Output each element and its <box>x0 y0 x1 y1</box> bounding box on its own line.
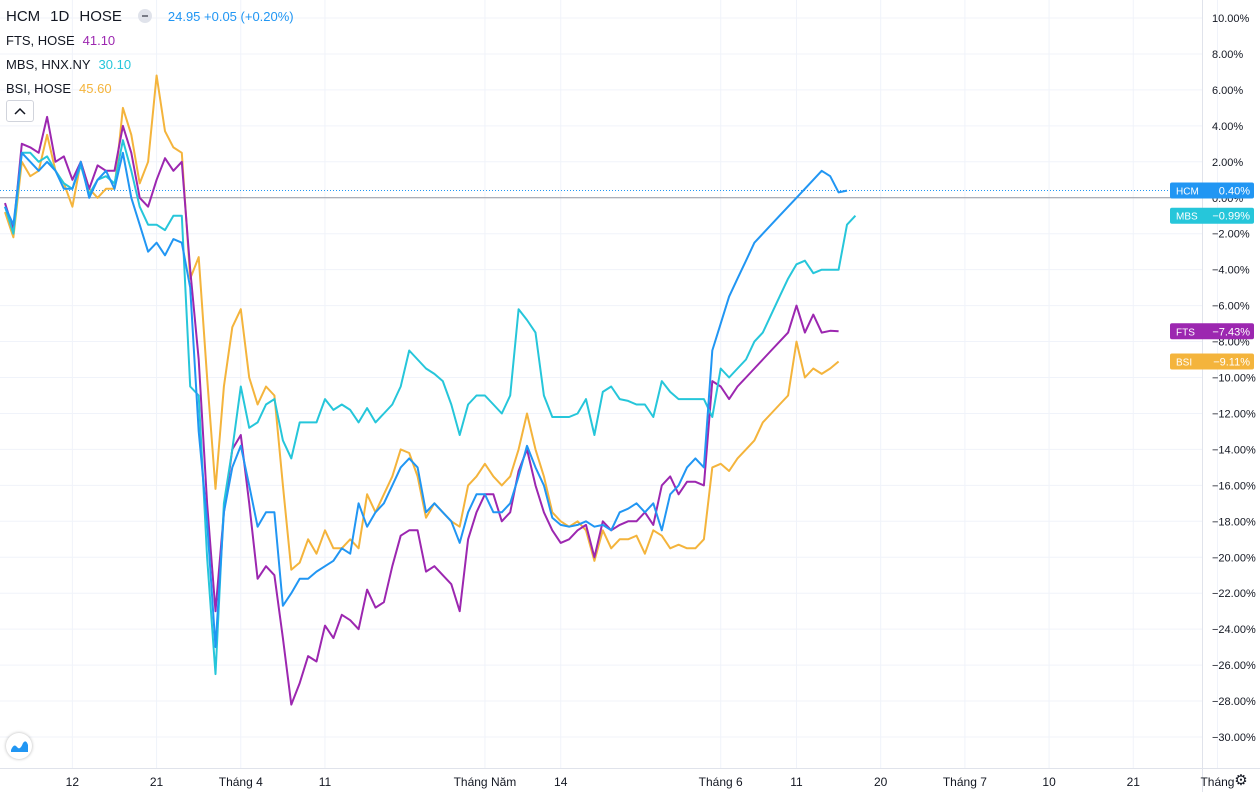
last-value-label-fts: FTS −7.43% <box>1170 323 1254 340</box>
last-value-label-bsi: BSI −9.11% <box>1170 353 1254 370</box>
y-tick-label: −30.00% <box>1212 732 1256 744</box>
y-tick-label: −8.00% <box>1212 337 1250 349</box>
legend-item-bsi[interactable]: BSI, HOSE 45.60 <box>6 76 294 100</box>
x-tick-label: Tháng 4 <box>219 775 263 789</box>
last-value-text: −9.11% <box>1213 357 1250 369</box>
x-tick-label: 11 <box>319 775 332 789</box>
legend-item-label: BSI, HOSE <box>6 80 72 96</box>
legend-item-label: MBS, HNX.NY <box>6 56 91 72</box>
last-value-text: −0.99% <box>1212 211 1250 223</box>
y-tick-label: −26.00% <box>1212 660 1256 672</box>
y-tick-label: −18.00% <box>1212 516 1256 528</box>
last-value-name: HCM <box>1176 187 1199 198</box>
y-tick-label: −12.00% <box>1212 408 1256 420</box>
legend-item-fts[interactable]: FTS, HOSE 41.10 <box>6 28 294 52</box>
x-tick-label: Tháng Năm <box>454 775 517 789</box>
y-tick-label: −10.00% <box>1212 373 1256 385</box>
x-tick-label: 11 <box>790 775 803 789</box>
y-tick-label: −4.00% <box>1212 265 1250 277</box>
series-line-mbs[interactable] <box>4 139 857 676</box>
last-value-name: MBS <box>1176 212 1198 223</box>
y-tick-label: −14.00% <box>1212 444 1256 456</box>
x-tick-label: 21 <box>150 775 164 789</box>
last-value-label-hcm: HCM 0.40% <box>1170 182 1254 199</box>
y-tick-label: 10.00% <box>1212 13 1250 25</box>
legend-main-interval: 1D <box>50 7 70 25</box>
tradingview-logo-icon[interactable] <box>6 733 32 759</box>
legend: HCM 1D HOSE 24.95 +0.05 (+0.20%) FTS, HO… <box>6 4 294 100</box>
x-tick-label: 20 <box>874 775 888 789</box>
legend-main-value: 24.95 +0.05 (+0.20%) <box>167 8 294 24</box>
legend-item-value: 30.10 <box>98 56 132 72</box>
legend-item-mbs[interactable]: MBS, HNX.NY 30.10 <box>6 52 294 76</box>
last-value-text: 0.40% <box>1219 186 1250 198</box>
y-tick-label: −20.00% <box>1212 552 1256 564</box>
series-line-bsi[interactable] <box>4 74 840 571</box>
y-tick-label: 8.00% <box>1212 49 1243 61</box>
series-line-hcm[interactable] <box>4 151 848 649</box>
last-value-name: BSI <box>1176 358 1192 369</box>
x-tick-label: Tháng <box>1200 775 1234 789</box>
last-value-text: −7.43% <box>1212 326 1250 338</box>
x-tick-label: 21 <box>1127 775 1141 789</box>
legend-item-value: 45.60 <box>79 80 112 96</box>
x-tick-label: 10 <box>1042 775 1056 789</box>
x-tick-label: Tháng 6 <box>699 775 743 789</box>
legend-main-symbol: HCM <box>6 7 41 25</box>
y-tick-label: −24.00% <box>1212 624 1256 636</box>
grid <box>0 0 1218 768</box>
x-tick-label: 14 <box>554 775 568 789</box>
y-tick-label: −22.00% <box>1212 588 1256 600</box>
legend-item-value: 41.10 <box>82 32 116 48</box>
series-line-fts[interactable] <box>4 115 839 706</box>
gear-icon[interactable]: ⚙ <box>1234 772 1248 789</box>
y-tick-label: 4.00% <box>1212 121 1243 133</box>
last-value-label-mbs: MBS −0.99% <box>1170 207 1254 224</box>
y-tick-label: −6.00% <box>1212 301 1250 313</box>
y-tick-label: 6.00% <box>1212 85 1243 97</box>
legend-main-row[interactable]: HCM 1D HOSE 24.95 +0.05 (+0.20%) <box>6 4 294 28</box>
y-tick-label: −2.00% <box>1212 229 1250 241</box>
y-tick-label: −28.00% <box>1212 696 1256 708</box>
y-tick-label: 2.00% <box>1212 157 1243 169</box>
chevron-up-icon[interactable] <box>6 100 34 122</box>
legend-item-label: FTS, HOSE <box>6 32 75 48</box>
y-tick-label: −16.00% <box>1212 480 1256 492</box>
hide-legend-icon[interactable] <box>137 9 152 23</box>
legend-main-exchange: HOSE <box>79 7 122 25</box>
last-value-name: FTS <box>1176 327 1195 338</box>
x-tick-label: 12 <box>66 775 80 789</box>
x-tick-label: Tháng 7 <box>943 775 987 789</box>
